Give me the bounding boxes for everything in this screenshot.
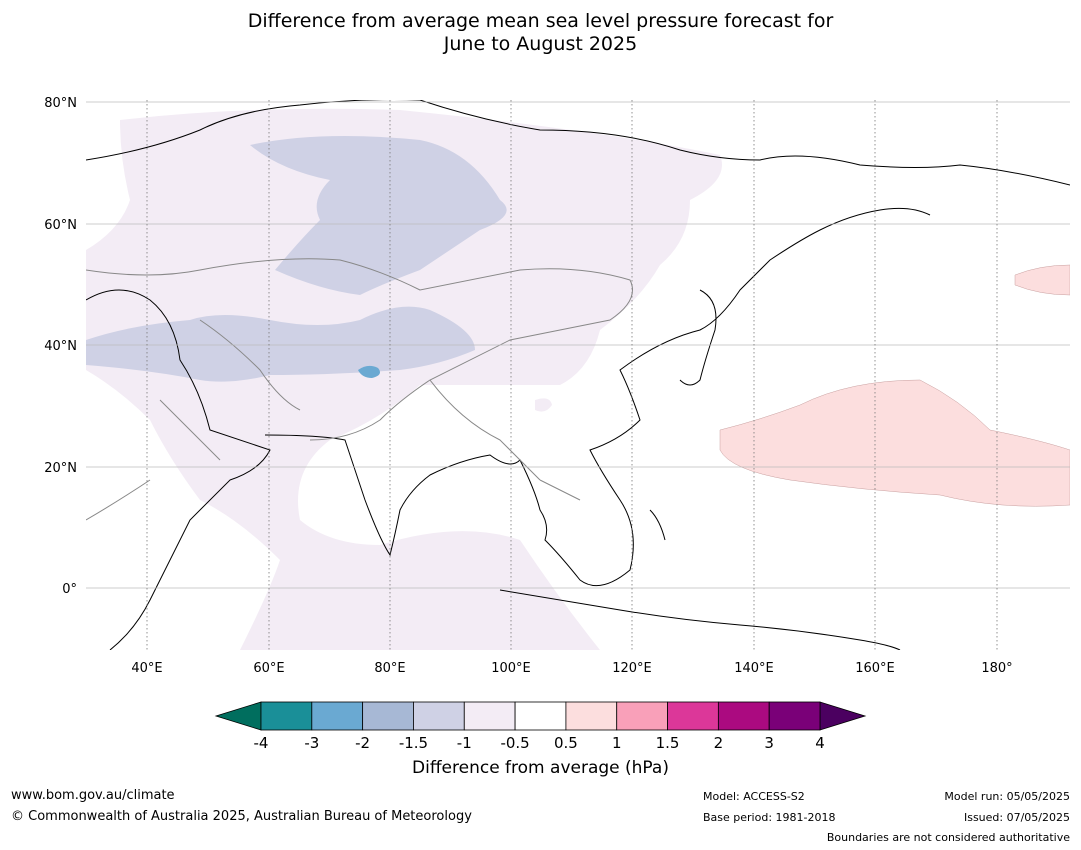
longitude-labels: 40°E 60°E 80°E 100°E 120°E 140°E 160°E 1… — [131, 661, 1012, 676]
anomaly-region-light-negative-2 — [535, 398, 552, 412]
coastlines — [86, 100, 1070, 650]
colorbar: -4 -3 -2 -1.5 -1 -0.5 0.5 1 1.5 2 3 4 — [214, 701, 867, 752]
colorbar-tick-label: -1 — [457, 734, 472, 752]
anomaly-region-central-asia — [86, 306, 475, 382]
footer-copyright: © Commonwealth of Australia 2025, Austra… — [11, 809, 472, 824]
colorbar-tick-label: 2 — [714, 734, 724, 752]
colorbar-segment — [514, 701, 567, 731]
footer-url[interactable]: www.bom.gov.au/climate — [11, 788, 175, 803]
anomaly-region-himalaya — [358, 365, 380, 378]
footer-base-period: Base period: 1981-2018 — [703, 811, 836, 824]
colorbar-segment — [311, 701, 364, 731]
lon-label: 80°E — [374, 661, 405, 676]
colorbar-segment — [768, 701, 821, 731]
colorbar-tick-label: 4 — [815, 734, 825, 752]
lat-label: 20°N — [44, 461, 77, 476]
lat-label: 80°N — [44, 96, 77, 111]
colorbar-tick-label: -4 — [254, 734, 269, 752]
latitude-labels: 80°N 60°N 40°N 20°N 0° — [44, 96, 77, 597]
colorbar-tick-label: 0.5 — [554, 734, 578, 752]
colorbar-segment — [667, 701, 719, 731]
lon-label: 160°E — [855, 661, 895, 676]
footer-model-run: Model run: 05/05/2025 — [944, 790, 1070, 803]
colorbar-tick-label: 3 — [764, 734, 774, 752]
lon-label: 180° — [981, 661, 1012, 676]
map-title: Difference from average mean sea level p… — [0, 10, 1081, 56]
colorbar-tick-label: 1 — [612, 734, 622, 752]
colorbar-segment — [717, 701, 770, 731]
latitude-gridlines — [86, 101, 1070, 589]
colorbar-tick-label: 1.5 — [656, 734, 680, 752]
footer-model: Model: ACCESS-S2 — [703, 790, 805, 803]
colorbar-segment — [413, 701, 465, 731]
title-line-2: June to August 2025 — [443, 33, 638, 55]
colorbar-tick-label: -2 — [355, 734, 370, 752]
colorbar-segment — [260, 701, 313, 731]
lon-label: 140°E — [734, 661, 774, 676]
lon-label: 120°E — [612, 661, 652, 676]
lat-label: 0° — [62, 582, 77, 597]
colorbar-tick-label: -1.5 — [399, 734, 428, 752]
colorbar-segment — [362, 701, 414, 731]
lat-label: 60°N — [44, 218, 77, 233]
colorbar-over-arrow — [819, 701, 867, 731]
colorbar-segment — [616, 701, 668, 731]
footer-disclaimer: Boundaries are not considered authoritat… — [826, 831, 1070, 844]
anomaly-region-west-pacific — [719, 379, 1070, 507]
anomaly-region-east-kamchatka — [1014, 264, 1070, 296]
lon-label: 100°E — [491, 661, 531, 676]
colorbar-title: Difference from average (hPa) — [412, 758, 669, 778]
colorbar-under-arrow — [214, 701, 262, 731]
colorbar-tick-label: -0.5 — [500, 734, 529, 752]
lon-label: 40°E — [131, 661, 162, 676]
footer-issued: Issued: 07/05/2025 — [963, 811, 1070, 824]
colorbar-segment — [463, 701, 516, 731]
colorbar-segment — [565, 701, 618, 731]
title-line-1: Difference from average mean sea level p… — [247, 10, 834, 32]
lat-label: 40°N — [44, 339, 77, 354]
colorbar-tick-label: -3 — [304, 734, 319, 752]
lon-label: 60°E — [253, 661, 284, 676]
anomaly-region-siberia — [250, 136, 507, 295]
anomaly-region-light-negative — [86, 108, 722, 650]
